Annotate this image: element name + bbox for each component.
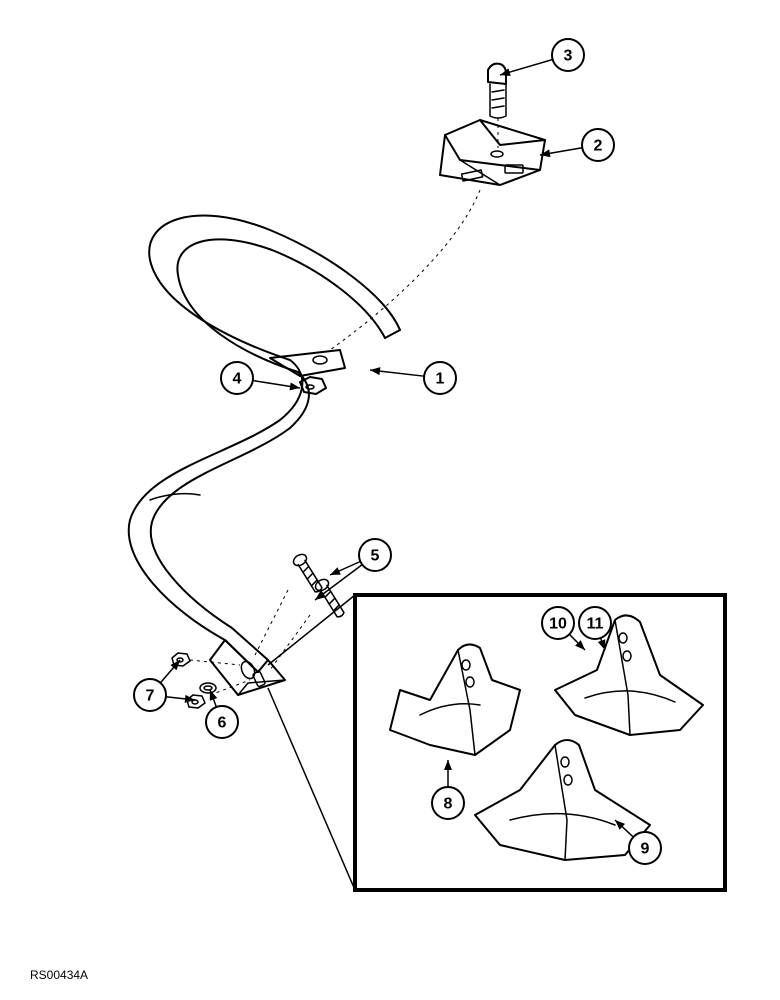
callouts: 1 2 3 4 5 6 7 8 9 10 11 [134,39,661,864]
callout-label-4: 4 [233,371,242,388]
part-bolt-top [488,64,506,118]
callout-label-6: 6 [218,715,227,732]
callout-label-1: 1 [436,371,445,388]
callout-label-11: 11 [587,616,604,633]
document-id: RS00434A [30,968,88,982]
callout-label-3: 3 [564,48,573,65]
parts-diagram: 1 2 3 4 5 6 7 8 9 10 11 [0,0,780,1000]
part-sweep-9 [475,740,650,860]
part-bracket [440,120,545,185]
part-s-tine [129,216,400,695]
part-sweep-8 [390,644,520,755]
callout-label-2: 2 [594,138,603,155]
callout-label-9: 9 [641,841,650,858]
callout-label-10: 10 [549,616,567,633]
part-lock-washer [200,683,216,693]
part-nut-top [300,377,326,394]
callout-label-5: 5 [371,548,380,565]
part-plow-bolts [291,552,347,620]
part-sweep-10-11 [555,615,703,735]
inset-frame [355,595,725,890]
callout-label-7: 7 [146,688,155,705]
callout-label-8: 8 [444,796,453,813]
